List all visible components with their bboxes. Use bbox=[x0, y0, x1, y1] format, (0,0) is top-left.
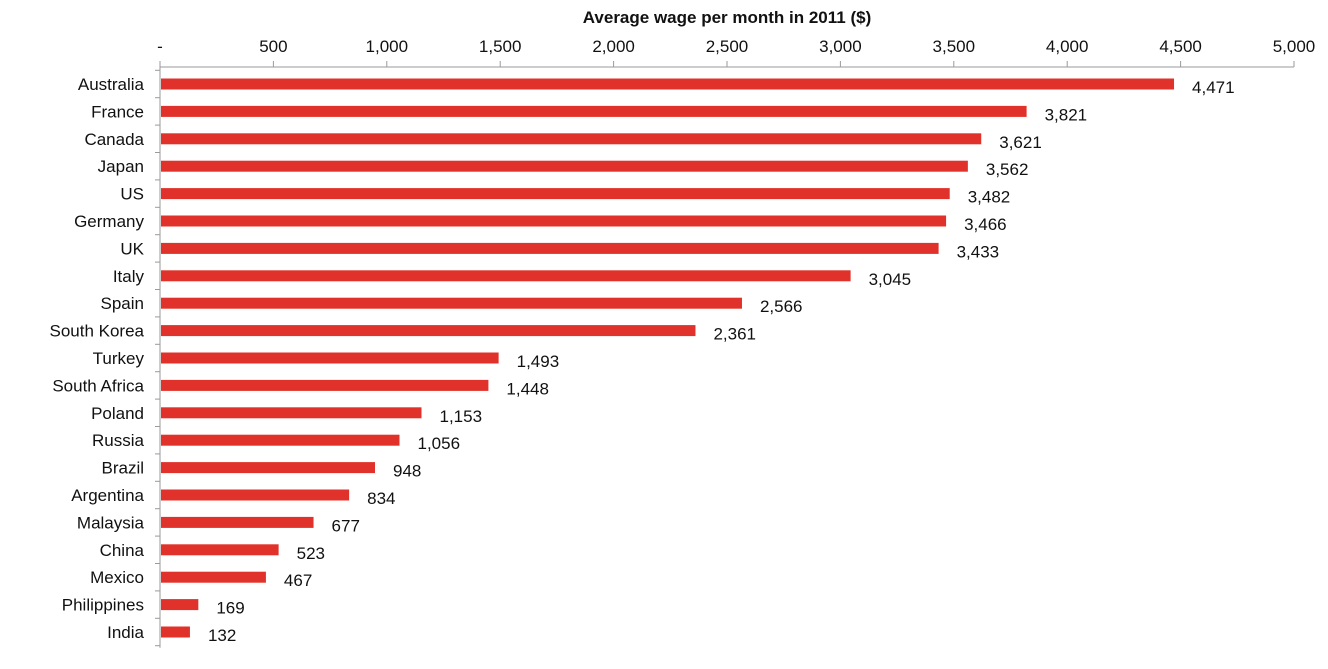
category-label: Spain bbox=[101, 294, 144, 313]
bar-mexico bbox=[161, 571, 266, 583]
bar-australia bbox=[161, 78, 1175, 90]
x-tick-label: 4,000 bbox=[1046, 37, 1089, 56]
value-label: 169 bbox=[216, 599, 244, 618]
bar-italy bbox=[161, 270, 851, 282]
bar-germany bbox=[161, 215, 947, 227]
x-tick-label: 2,000 bbox=[592, 37, 635, 56]
value-label: 834 bbox=[367, 489, 395, 508]
bar-south-africa bbox=[161, 379, 489, 391]
value-label: 3,466 bbox=[964, 215, 1007, 234]
bar-canada bbox=[161, 133, 982, 145]
x-tick-label: 2,500 bbox=[706, 37, 749, 56]
value-label: 1,493 bbox=[517, 352, 560, 371]
bar-turkey bbox=[161, 352, 499, 364]
category-label: South Korea bbox=[49, 322, 144, 341]
x-tick-label: 5,000 bbox=[1273, 37, 1316, 56]
chart-title: Average wage per month in 2011 ($) bbox=[583, 8, 871, 27]
category-label: Brazil bbox=[101, 459, 144, 478]
value-label: 132 bbox=[208, 626, 236, 645]
category-label: Germany bbox=[74, 212, 144, 231]
x-tick-label: 3,000 bbox=[819, 37, 862, 56]
category-label: China bbox=[100, 541, 145, 560]
bar-brazil bbox=[161, 462, 376, 474]
category-label: Philippines bbox=[62, 596, 144, 615]
bar-russia bbox=[161, 434, 400, 446]
category-label: Poland bbox=[91, 404, 144, 423]
category-label: UK bbox=[120, 239, 144, 258]
x-tick-label: 500 bbox=[259, 37, 287, 56]
value-label: 3,562 bbox=[986, 160, 1029, 179]
category-label: Australia bbox=[78, 75, 145, 94]
value-label: 3,621 bbox=[999, 133, 1042, 152]
bar-china bbox=[161, 544, 279, 556]
bar-france bbox=[161, 105, 1027, 117]
category-label: Italy bbox=[113, 267, 145, 286]
bar-philippines bbox=[161, 599, 199, 611]
bar-us bbox=[161, 188, 950, 200]
bar-poland bbox=[161, 407, 422, 419]
category-label: Mexico bbox=[90, 568, 144, 587]
value-label: 3,482 bbox=[968, 188, 1011, 207]
value-label: 467 bbox=[284, 571, 312, 590]
bar-south-korea bbox=[161, 325, 696, 337]
value-label: 1,153 bbox=[440, 407, 483, 426]
category-label: US bbox=[120, 185, 144, 204]
category-label: India bbox=[107, 623, 144, 642]
category-label: France bbox=[91, 102, 144, 121]
category-label: Turkey bbox=[93, 349, 145, 368]
category-label: Russia bbox=[92, 431, 145, 450]
bar-spain bbox=[161, 297, 742, 309]
category-label: Japan bbox=[98, 157, 144, 176]
bar-japan bbox=[161, 160, 968, 172]
value-label: 523 bbox=[297, 544, 325, 563]
category-label: Malaysia bbox=[77, 513, 145, 532]
x-tick-label: 1,000 bbox=[366, 37, 409, 56]
value-label: 677 bbox=[332, 516, 360, 535]
category-label: South Africa bbox=[52, 376, 144, 395]
value-label: 3,821 bbox=[1045, 105, 1088, 124]
bar-india bbox=[161, 626, 190, 638]
bar-uk bbox=[161, 242, 939, 254]
x-tick-label: 3,500 bbox=[933, 37, 976, 56]
value-label: 948 bbox=[393, 462, 421, 481]
value-label: 1,448 bbox=[506, 379, 549, 398]
value-label: 3,045 bbox=[869, 270, 912, 289]
x-tick-label: 1,500 bbox=[479, 37, 522, 56]
category-label: Canada bbox=[84, 130, 144, 149]
x-tick-label: 4,500 bbox=[1159, 37, 1202, 56]
bar-argentina bbox=[161, 489, 350, 501]
value-label: 2,566 bbox=[760, 297, 803, 316]
x-tick-label: - bbox=[157, 37, 163, 56]
bar-malaysia bbox=[161, 516, 314, 528]
value-label: 1,056 bbox=[418, 434, 461, 453]
value-label: 4,471 bbox=[1192, 78, 1235, 97]
value-label: 3,433 bbox=[957, 242, 1000, 261]
value-label: 2,361 bbox=[713, 325, 756, 344]
category-label: Argentina bbox=[71, 486, 144, 505]
